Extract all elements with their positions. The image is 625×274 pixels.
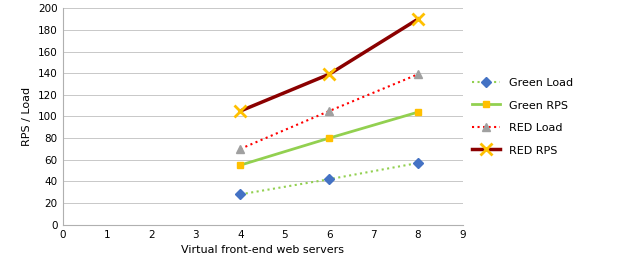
Line: RED Load: RED Load	[236, 70, 422, 153]
X-axis label: Virtual front-end web servers: Virtual front-end web servers	[181, 245, 344, 255]
Green RPS	[414, 110, 422, 114]
Green Load	[236, 193, 244, 196]
RED Load	[326, 109, 333, 113]
Line: Green Load: Green Load	[237, 159, 421, 198]
Line: Green RPS: Green RPS	[237, 109, 421, 169]
Y-axis label: RPS / Load: RPS / Load	[22, 87, 32, 146]
Legend: Green Load, Green RPS, RED Load, RED RPS: Green Load, Green RPS, RED Load, RED RPS	[472, 77, 573, 156]
Green RPS	[236, 164, 244, 167]
Green RPS	[326, 136, 333, 140]
RED RPS	[414, 18, 422, 21]
Green Load	[414, 161, 422, 165]
Line: RED RPS: RED RPS	[235, 13, 424, 117]
RED RPS	[236, 109, 244, 113]
RED Load	[236, 147, 244, 151]
RED RPS	[326, 73, 333, 76]
RED Load	[414, 73, 422, 76]
Green Load	[326, 178, 333, 181]
